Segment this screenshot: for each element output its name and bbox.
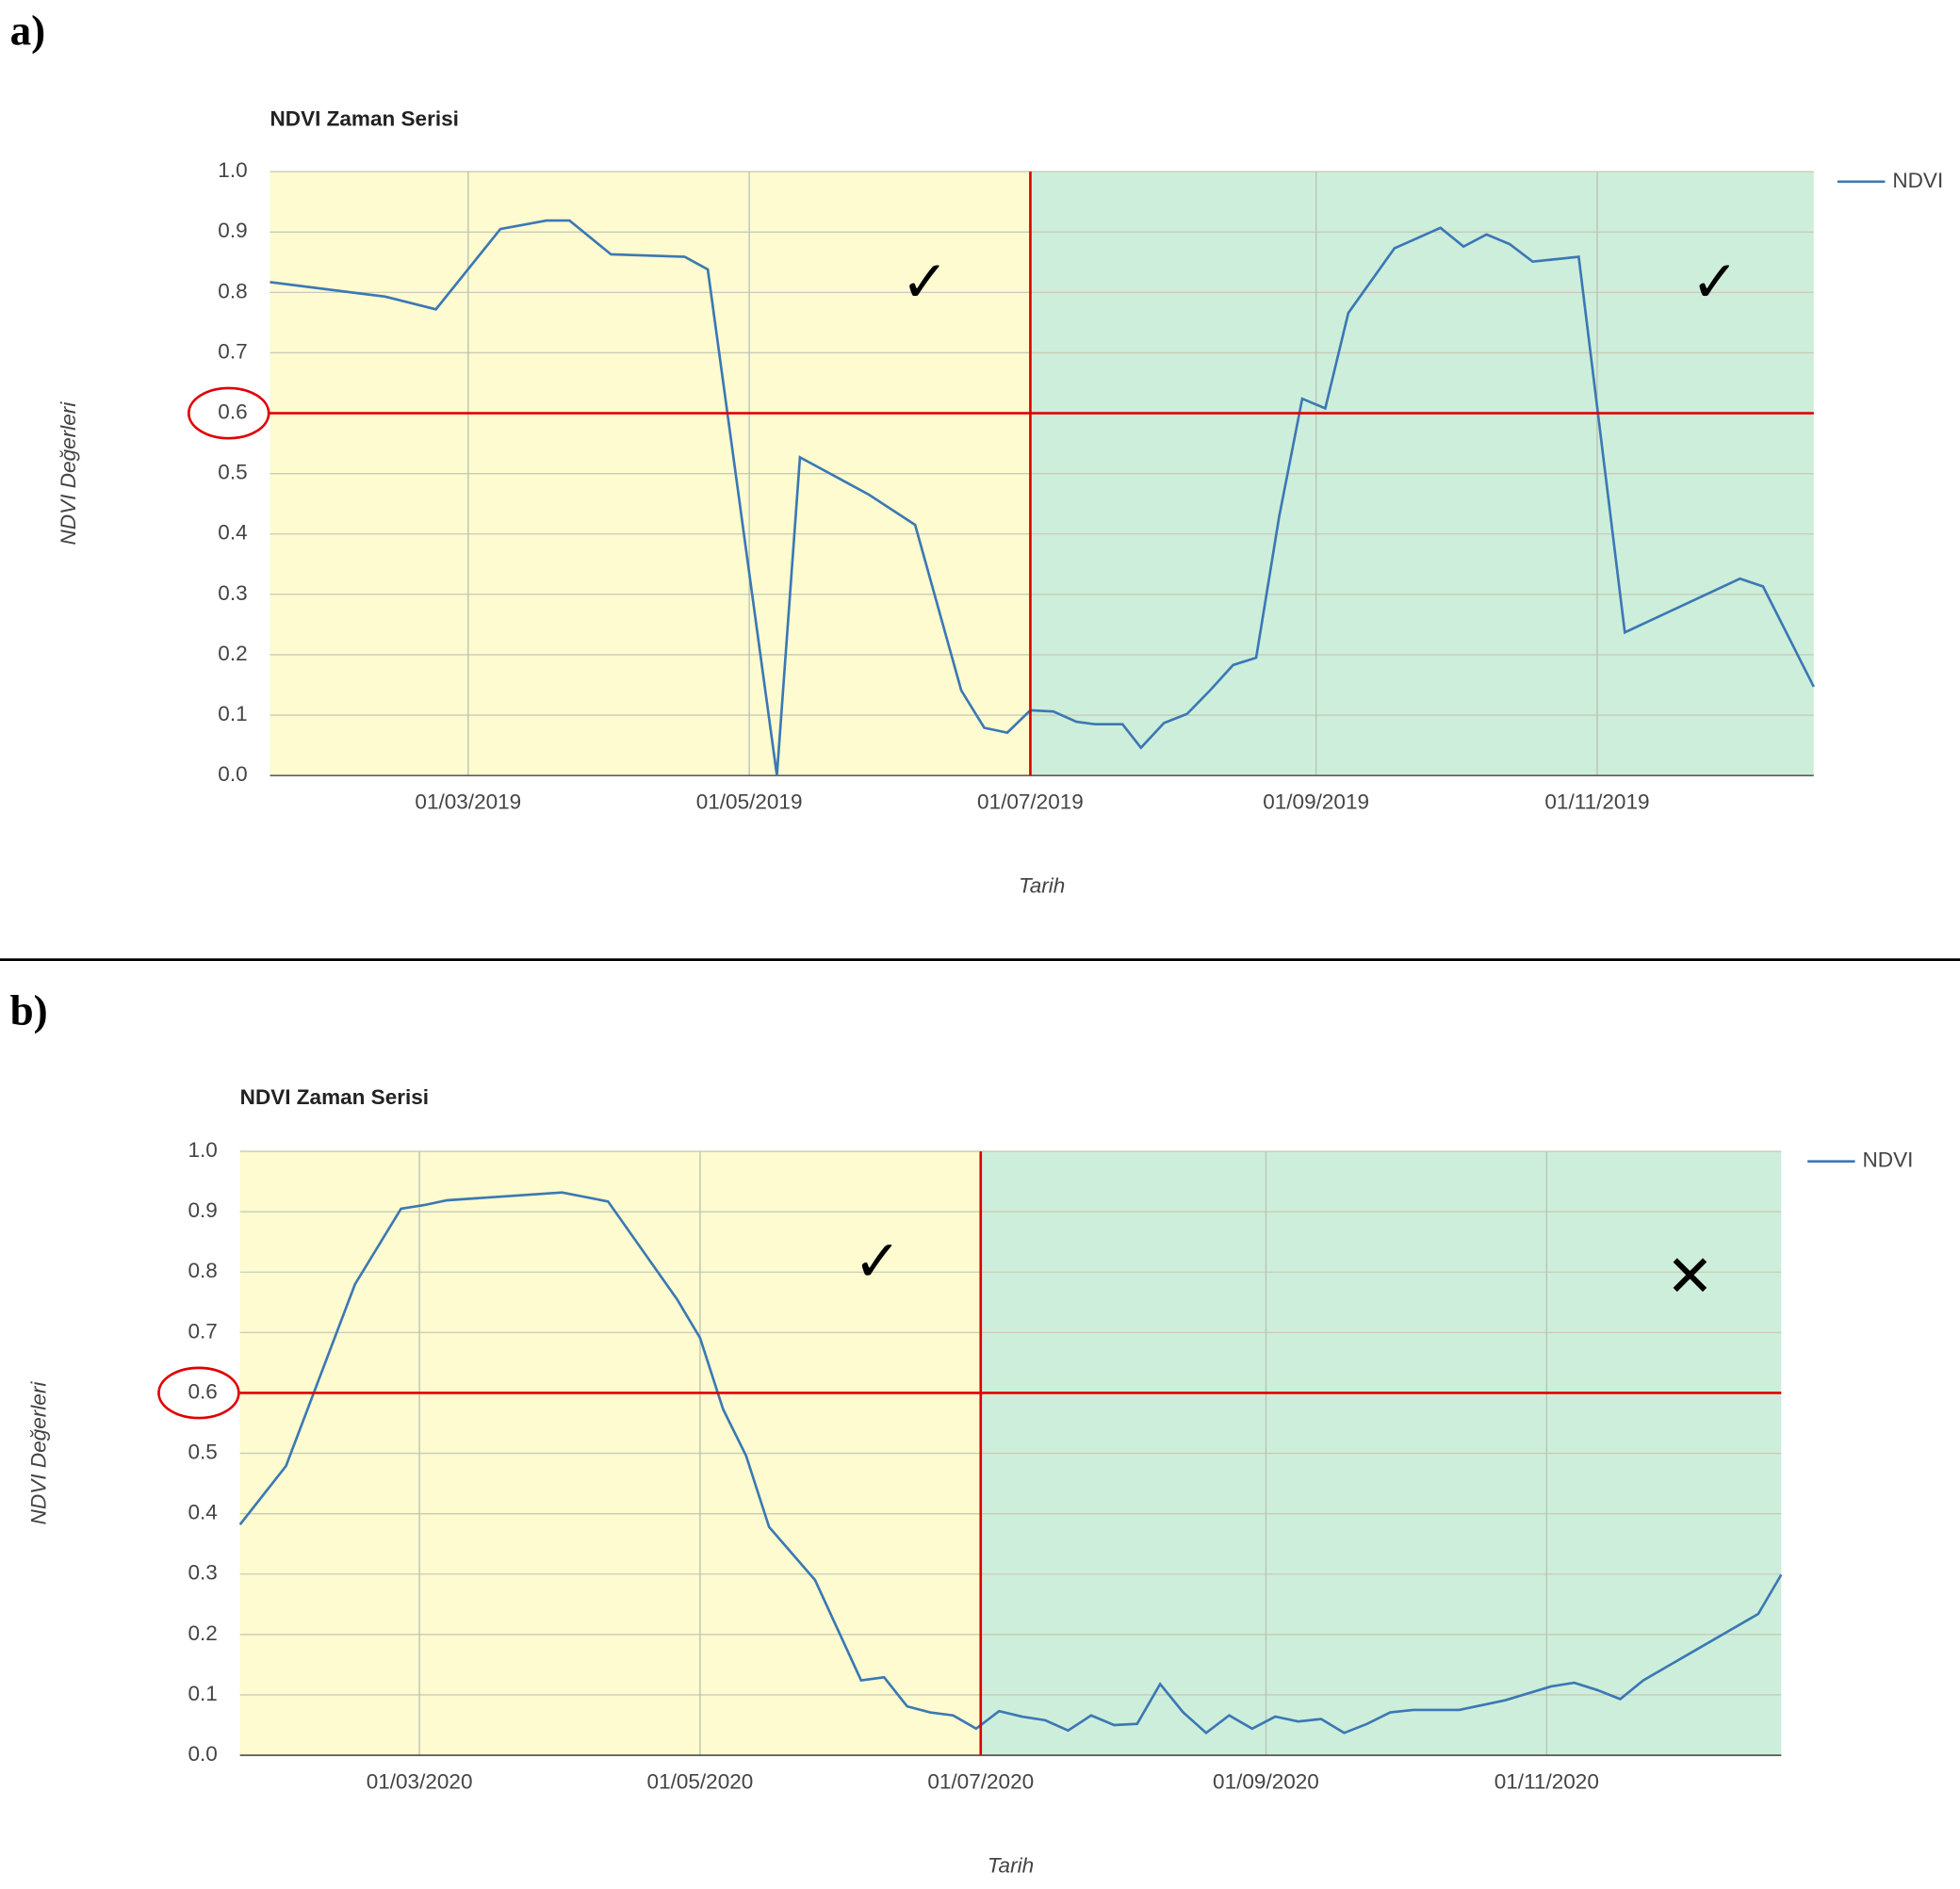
y-tick-label: 0.3 bbox=[218, 581, 247, 605]
x-axis-label: Tarih bbox=[988, 1853, 1034, 1877]
y-tick-label: 0.5 bbox=[188, 1441, 217, 1464]
x-tick-label: 01/07/2020 bbox=[927, 1769, 1034, 1793]
y-tick-label: 1.0 bbox=[188, 1138, 217, 1162]
y-tick-label: 0.7 bbox=[218, 339, 247, 363]
y-tick-label: 0.9 bbox=[218, 219, 247, 242]
x-tick-label: 01/11/2019 bbox=[1544, 790, 1649, 813]
x-tick-label: 01/05/2019 bbox=[696, 790, 803, 813]
y-tick-label: 0.8 bbox=[218, 279, 247, 302]
annotation-mark: ✓ bbox=[901, 249, 949, 316]
threshold-circle bbox=[187, 386, 270, 440]
y-tick-label: 0.5 bbox=[218, 461, 247, 484]
y-axis-label: NDVI Değerleri bbox=[57, 401, 80, 546]
x-tick-label: 01/11/2020 bbox=[1494, 1769, 1599, 1793]
threshold-circle bbox=[157, 1366, 240, 1420]
y-tick-label: 1.0 bbox=[218, 158, 247, 182]
y-tick-label: 0.2 bbox=[218, 642, 247, 665]
chart-title: NDVI Zaman Serisi bbox=[240, 1085, 429, 1109]
panel-label: b) bbox=[10, 986, 48, 1034]
y-tick-label: 0.8 bbox=[188, 1259, 217, 1282]
y-tick-label: 0.7 bbox=[188, 1319, 217, 1343]
y-tick-label: 0.0 bbox=[218, 762, 247, 786]
y-tick-label: 0.0 bbox=[188, 1742, 217, 1766]
y-tick-label: 0.1 bbox=[218, 702, 247, 725]
x-tick-label: 01/05/2020 bbox=[647, 1769, 754, 1793]
y-tick-label: 0.2 bbox=[188, 1621, 217, 1645]
x-tick-label: 01/09/2020 bbox=[1213, 1769, 1319, 1793]
ndvi-line bbox=[270, 219, 1815, 776]
y-axis-label: NDVI Değerleri bbox=[26, 1381, 50, 1525]
x-tick-label: 01/07/2019 bbox=[977, 790, 1084, 813]
x-tick-label: 01/03/2019 bbox=[415, 790, 521, 813]
y-tick-label: 0.6 bbox=[218, 400, 247, 424]
x-axis-label: Tarih bbox=[1019, 873, 1065, 897]
y-tick-label: 0.4 bbox=[188, 1501, 217, 1524]
legend-label: NDVI bbox=[1892, 169, 1943, 192]
x-tick-label: 01/09/2019 bbox=[1263, 790, 1369, 813]
y-tick-label: 0.6 bbox=[188, 1379, 217, 1403]
legend-label: NDVI bbox=[1863, 1148, 1914, 1172]
panel-label: a) bbox=[10, 8, 46, 55]
x-tick-label: 01/03/2020 bbox=[367, 1769, 473, 1793]
ndvi-line bbox=[238, 1191, 1783, 1735]
annotation-mark: ✓ bbox=[1690, 249, 1739, 316]
y-tick-label: 0.1 bbox=[188, 1682, 217, 1705]
y-tick-label: 0.9 bbox=[188, 1198, 217, 1222]
y-tick-label: 0.3 bbox=[188, 1561, 217, 1585]
annotation-mark: ✓ bbox=[854, 1229, 902, 1295]
chart-title: NDVI Zaman Serisi bbox=[270, 107, 459, 131]
y-tick-label: 0.4 bbox=[218, 521, 247, 545]
annotation-mark: ✕ bbox=[1666, 1244, 1714, 1311]
